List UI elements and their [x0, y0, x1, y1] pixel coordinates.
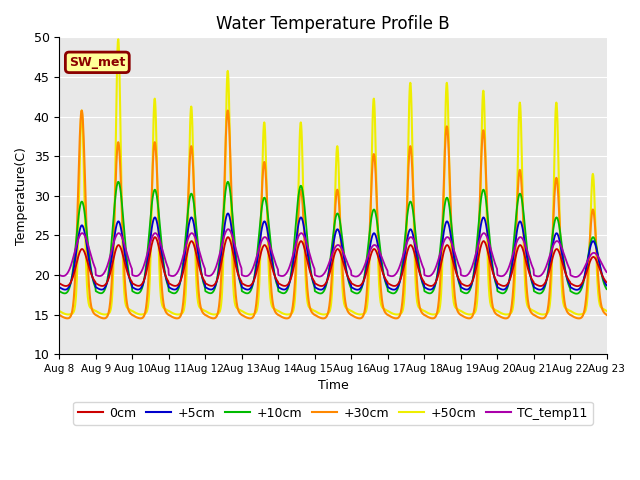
TC_temp11	[177, 261, 185, 267]
TC_temp11	[419, 262, 426, 268]
+5cm	[538, 286, 546, 292]
+5cm	[573, 287, 580, 293]
TC_temp11	[490, 256, 497, 262]
+5cm	[56, 284, 63, 290]
TC_temp11	[164, 264, 172, 270]
TC_temp11	[224, 227, 232, 232]
0cm	[573, 283, 581, 289]
+10cm	[490, 270, 497, 276]
+50cm	[56, 308, 63, 314]
+50cm	[603, 308, 611, 314]
+30cm	[490, 307, 497, 312]
+30cm	[603, 312, 611, 318]
+30cm	[538, 315, 546, 321]
Line: +30cm: +30cm	[60, 110, 607, 318]
+5cm	[490, 271, 497, 277]
+10cm	[56, 288, 63, 294]
+50cm	[490, 306, 497, 312]
+50cm	[177, 311, 185, 317]
+30cm	[177, 311, 185, 317]
+30cm	[575, 315, 582, 321]
TC_temp11	[239, 273, 246, 278]
+50cm	[115, 36, 122, 42]
0cm	[538, 283, 546, 288]
+5cm	[177, 276, 185, 282]
Legend: 0cm, +5cm, +10cm, +30cm, +50cm, TC_temp11: 0cm, +5cm, +10cm, +30cm, +50cm, TC_temp1…	[73, 402, 593, 424]
TC_temp11	[572, 274, 580, 280]
0cm	[603, 279, 611, 285]
0cm	[490, 272, 497, 277]
Title: Water Temperature Profile B: Water Temperature Profile B	[216, 15, 450, 33]
+30cm	[419, 310, 426, 316]
Line: +10cm: +10cm	[60, 182, 607, 294]
TC_temp11	[56, 272, 63, 278]
0cm	[419, 276, 426, 282]
+10cm	[239, 288, 246, 294]
+30cm	[164, 312, 172, 317]
+30cm	[56, 312, 63, 318]
0cm	[56, 280, 63, 286]
X-axis label: Time: Time	[317, 379, 348, 392]
0cm	[177, 276, 185, 281]
+50cm	[419, 307, 426, 312]
+10cm	[164, 283, 172, 289]
+10cm	[115, 179, 122, 185]
+30cm	[239, 312, 246, 318]
+5cm	[419, 278, 426, 284]
TC_temp11	[538, 272, 546, 277]
+10cm	[603, 286, 611, 292]
+5cm	[164, 280, 172, 286]
+50cm	[576, 312, 584, 317]
+50cm	[239, 309, 246, 314]
+5cm	[603, 283, 611, 288]
0cm	[151, 234, 159, 240]
Y-axis label: Temperature(C): Temperature(C)	[15, 147, 28, 245]
+50cm	[164, 308, 172, 313]
Line: 0cm: 0cm	[60, 237, 607, 286]
+5cm	[224, 211, 232, 216]
Line: +50cm: +50cm	[60, 39, 607, 314]
+30cm	[78, 108, 86, 113]
Text: SW_met: SW_met	[69, 56, 125, 69]
+50cm	[538, 312, 546, 317]
+5cm	[239, 285, 246, 290]
+10cm	[573, 291, 580, 297]
0cm	[164, 278, 172, 284]
+10cm	[177, 273, 185, 279]
Line: TC_temp11: TC_temp11	[60, 229, 607, 277]
+10cm	[538, 290, 546, 296]
Line: +5cm: +5cm	[60, 214, 607, 290]
TC_temp11	[603, 269, 611, 275]
0cm	[239, 281, 246, 287]
+10cm	[419, 279, 426, 285]
